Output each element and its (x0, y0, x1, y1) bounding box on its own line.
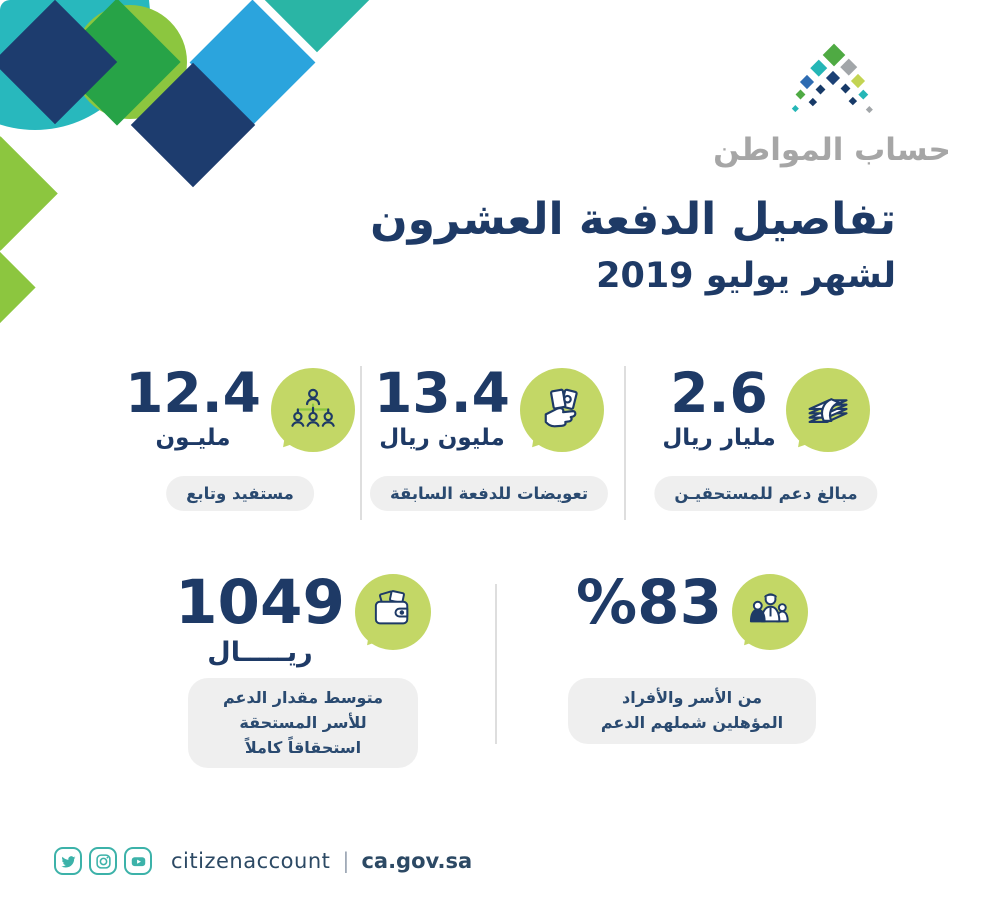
stat-value: 13.4 (374, 361, 510, 425)
stat-caption: مبالغ دعم للمستحقيـن (654, 476, 878, 511)
people-network-icon (270, 368, 355, 452)
divider-row1-left (360, 366, 362, 520)
decor-mosaic (0, 0, 410, 335)
citizen-account-logo: حساب المواطن (713, 36, 951, 168)
stat-caption: تعويضات للدفعة السابقة (369, 476, 609, 511)
title-line2: لشهر يوليو 2019 (596, 256, 896, 296)
stat-unit: ريـــــال (207, 637, 313, 668)
divider-row2 (495, 584, 497, 744)
page-title: تفاصيل الدفعة العشرون لشهر يوليو 2019 (370, 192, 896, 297)
stat-average-support: 1049 ريـــــال متوسط مقدار الدعم للأسر ا… (175, 572, 431, 769)
stat-support-amounts: 2.6 مليار ريال مبالغ دعم للمستحقيـن (646, 366, 886, 526)
logo-wordmark: حساب المواطن (713, 132, 951, 168)
stat-caption: مستفيد وتابع (166, 476, 314, 511)
stat-value: 12.4 (125, 361, 261, 425)
stat-coverage-percentage: %83 من الأسر والأ (568, 567, 816, 752)
stat-value: %83 (576, 567, 723, 638)
wallet-icon (354, 574, 431, 650)
stat-unit: مليار ريال (662, 425, 776, 451)
stat-value: 2.6 (670, 361, 768, 425)
decor-lime-triangle-upper (0, 136, 58, 251)
stat-unit: مليـون (155, 425, 231, 451)
stat-caption: متوسط مقدار الدعم للأسر المستحقة استحقاق… (188, 678, 418, 769)
hand-money-icon (519, 368, 604, 452)
instagram-icon[interactable] (89, 847, 117, 875)
youtube-icon[interactable] (124, 847, 152, 875)
money-stack-icon (785, 368, 870, 452)
title-line1: تفاصيل الدفعة العشرون (370, 194, 896, 245)
social-handle: citizenaccount (171, 849, 331, 873)
stat-previous-batch-compensations: 13.4 مليون ريال تعويضات للدفعة السابقة (369, 366, 609, 526)
stat-value: 1049 (175, 567, 345, 638)
footer-separator: | (342, 849, 350, 873)
stat-beneficiaries-dependents: 12.4 مليـون مستفيد (125, 366, 355, 526)
footer: citizenaccount | ca.gov.sa (54, 840, 472, 882)
stat-caption: من الأسر والأفراد المؤهلين شملهم الدعم (568, 678, 816, 744)
logo-chevron-icon (757, 36, 907, 120)
family-icon (732, 574, 809, 650)
website-domain: ca.gov.sa (361, 849, 473, 873)
twitter-icon[interactable] (54, 847, 82, 875)
footer-text: citizenaccount | ca.gov.sa (171, 849, 472, 873)
divider-row1-right (624, 366, 626, 520)
stat-unit: مليون ريال (379, 425, 505, 451)
